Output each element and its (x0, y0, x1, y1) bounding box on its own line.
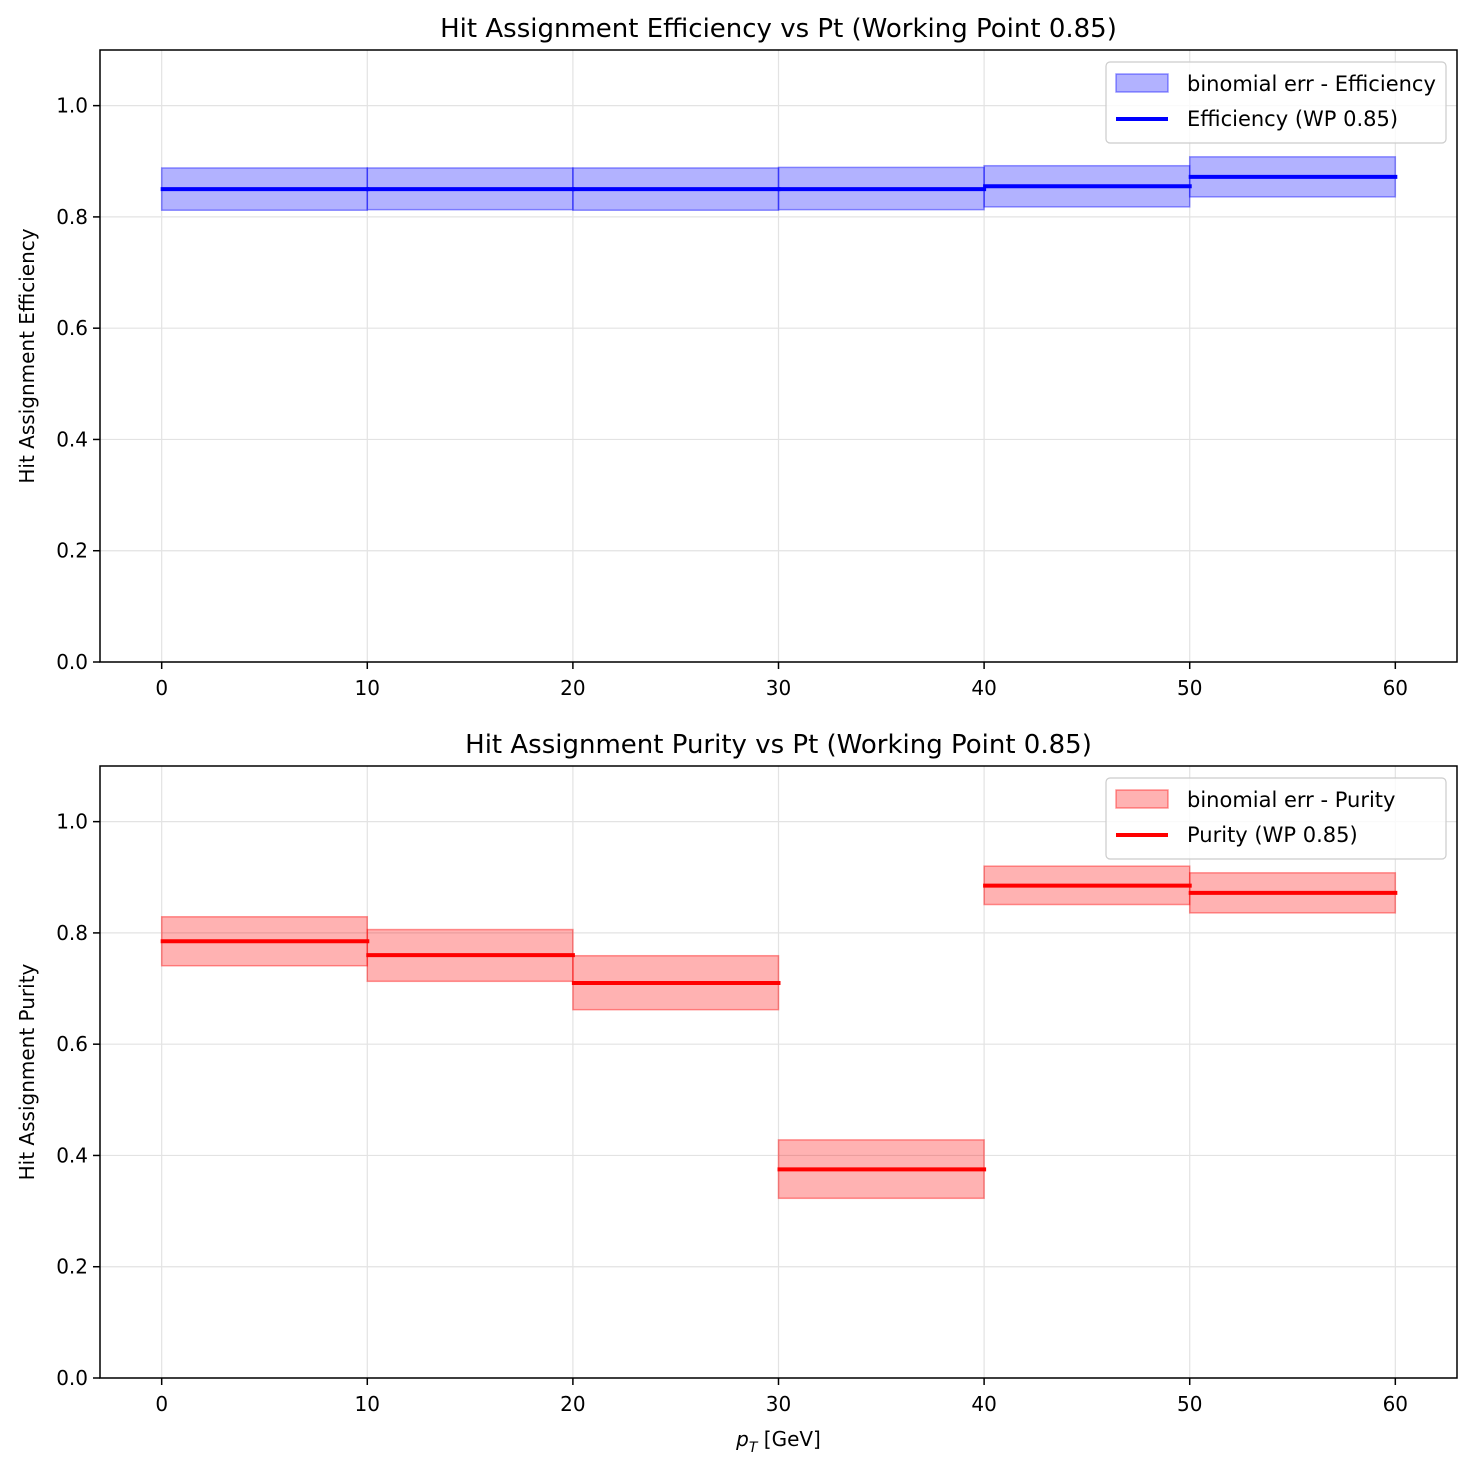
legend: binomial err - Efficiency Efficiency (WP … (1105, 61, 1447, 144)
x-tick-label: 40 (971, 676, 996, 700)
y-tick-label: 1.0 (56, 94, 88, 118)
legend-line-label: Efficiency (WP 0.85) (1187, 107, 1398, 131)
y-tick-label: 1.0 (56, 810, 88, 834)
x-tick-label: 10 (355, 1392, 380, 1416)
y-tick-label: 0.2 (56, 1255, 88, 1279)
legend-box (1105, 777, 1447, 860)
y-axis-label: Hit Assignment Efficiency (15, 228, 39, 483)
x-axis-label: pT [GeV] (735, 1427, 821, 1456)
y-tick-label: 0.0 (56, 650, 88, 674)
chart-panel-1: Hit Assignment Efficiency vs Pt (Working… (15, 14, 1458, 700)
y-tick-label: 0.8 (56, 921, 88, 945)
legend-box (1105, 61, 1447, 144)
x-tick-label: 20 (560, 676, 585, 700)
legend-band-swatch (1115, 73, 1169, 93)
y-tick-label: 0.4 (56, 427, 88, 451)
y-tick-label: 0.2 (56, 539, 88, 563)
legend-line-label: Purity (WP 0.85) (1187, 823, 1358, 847)
legend-band-label: binomial err - Efficiency (1187, 72, 1436, 96)
legend: binomial err - Purity Purity (WP 0.85) (1105, 777, 1447, 860)
x-tick-label: 60 (1383, 676, 1408, 700)
x-tick-label: 50 (1177, 676, 1202, 700)
y-tick-label: 0.0 (56, 1366, 88, 1390)
x-tick-label: 0 (155, 1392, 168, 1416)
y-tick-label: 0.4 (56, 1143, 88, 1167)
legend-band-swatch (1115, 789, 1169, 809)
x-tick-label: 50 (1177, 1392, 1202, 1416)
x-tick-label: 10 (355, 676, 380, 700)
chart-title: Hit Assignment Efficiency vs Pt (Working… (440, 14, 1117, 44)
x-tick-label: 40 (971, 1392, 996, 1416)
y-tick-label: 0.6 (56, 1032, 88, 1056)
x-tick-label: 20 (560, 1392, 585, 1416)
y-axis-label: Hit Assignment Purity (15, 963, 39, 1180)
chart-panel-2: Hit Assignment Purity vs Pt (Working Poi… (15, 730, 1458, 1456)
x-tick-label: 30 (766, 1392, 791, 1416)
legend-band-label: binomial err - Purity (1187, 788, 1395, 812)
x-tick-label: 60 (1383, 1392, 1408, 1416)
y-tick-label: 0.6 (56, 316, 88, 340)
x-tick-label: 30 (766, 676, 791, 700)
chart-title: Hit Assignment Purity vs Pt (Working Poi… (465, 730, 1092, 760)
y-tick-label: 0.8 (56, 205, 88, 229)
x-tick-label: 0 (155, 676, 168, 700)
